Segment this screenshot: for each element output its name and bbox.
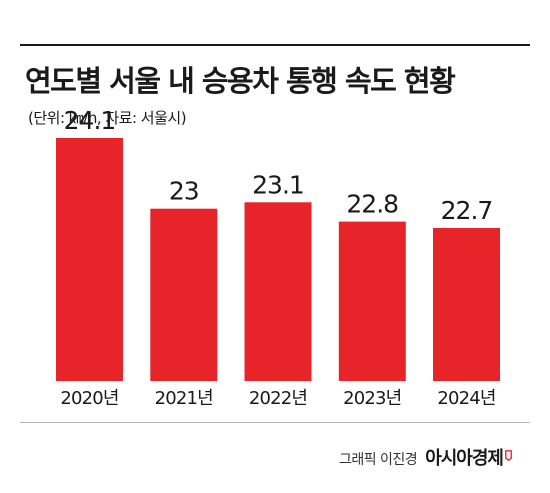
chart-title: 연도별 서울 내 승용차 통행 속도 현황 bbox=[25, 64, 456, 98]
category-label: 2022년 bbox=[249, 388, 307, 409]
category-label: 2024년 bbox=[437, 388, 495, 409]
value-label: 22.8 bbox=[346, 190, 398, 219]
brand-logo: 아시아경제 bbox=[425, 448, 504, 469]
bottom-rule bbox=[20, 422, 530, 423]
value-label-group: 24.1 23 23.1 22.8 22.7 bbox=[64, 106, 494, 225]
bar-2024년 bbox=[433, 228, 500, 381]
brand-mark-icon bbox=[505, 450, 512, 461]
category-label: 2020년 bbox=[60, 388, 118, 409]
value-label: 22.7 bbox=[441, 196, 493, 225]
value-label: 24.1 bbox=[64, 106, 116, 135]
bar-2023년 bbox=[338, 221, 406, 381]
category-label-group: 2020년 2021년 2022년 2023년 2024년 bbox=[60, 388, 496, 409]
bar-2020년 bbox=[56, 138, 123, 381]
bar-2021년 bbox=[150, 208, 218, 381]
bar-group bbox=[56, 138, 500, 381]
graphic-credit: 그래픽 이진경 bbox=[338, 452, 418, 468]
value-label: 23 bbox=[169, 177, 199, 206]
category-label: 2023년 bbox=[343, 388, 401, 409]
bar-2022년 bbox=[244, 202, 312, 381]
top-rule bbox=[20, 44, 530, 46]
value-label: 23.1 bbox=[252, 170, 304, 199]
chart-subtitle: (단위: ㎞/h, 자료: 서울시) bbox=[28, 109, 187, 127]
credit-line: 그래픽 이진경 아시아경제 bbox=[339, 444, 512, 470]
category-label: 2021년 bbox=[155, 388, 213, 409]
